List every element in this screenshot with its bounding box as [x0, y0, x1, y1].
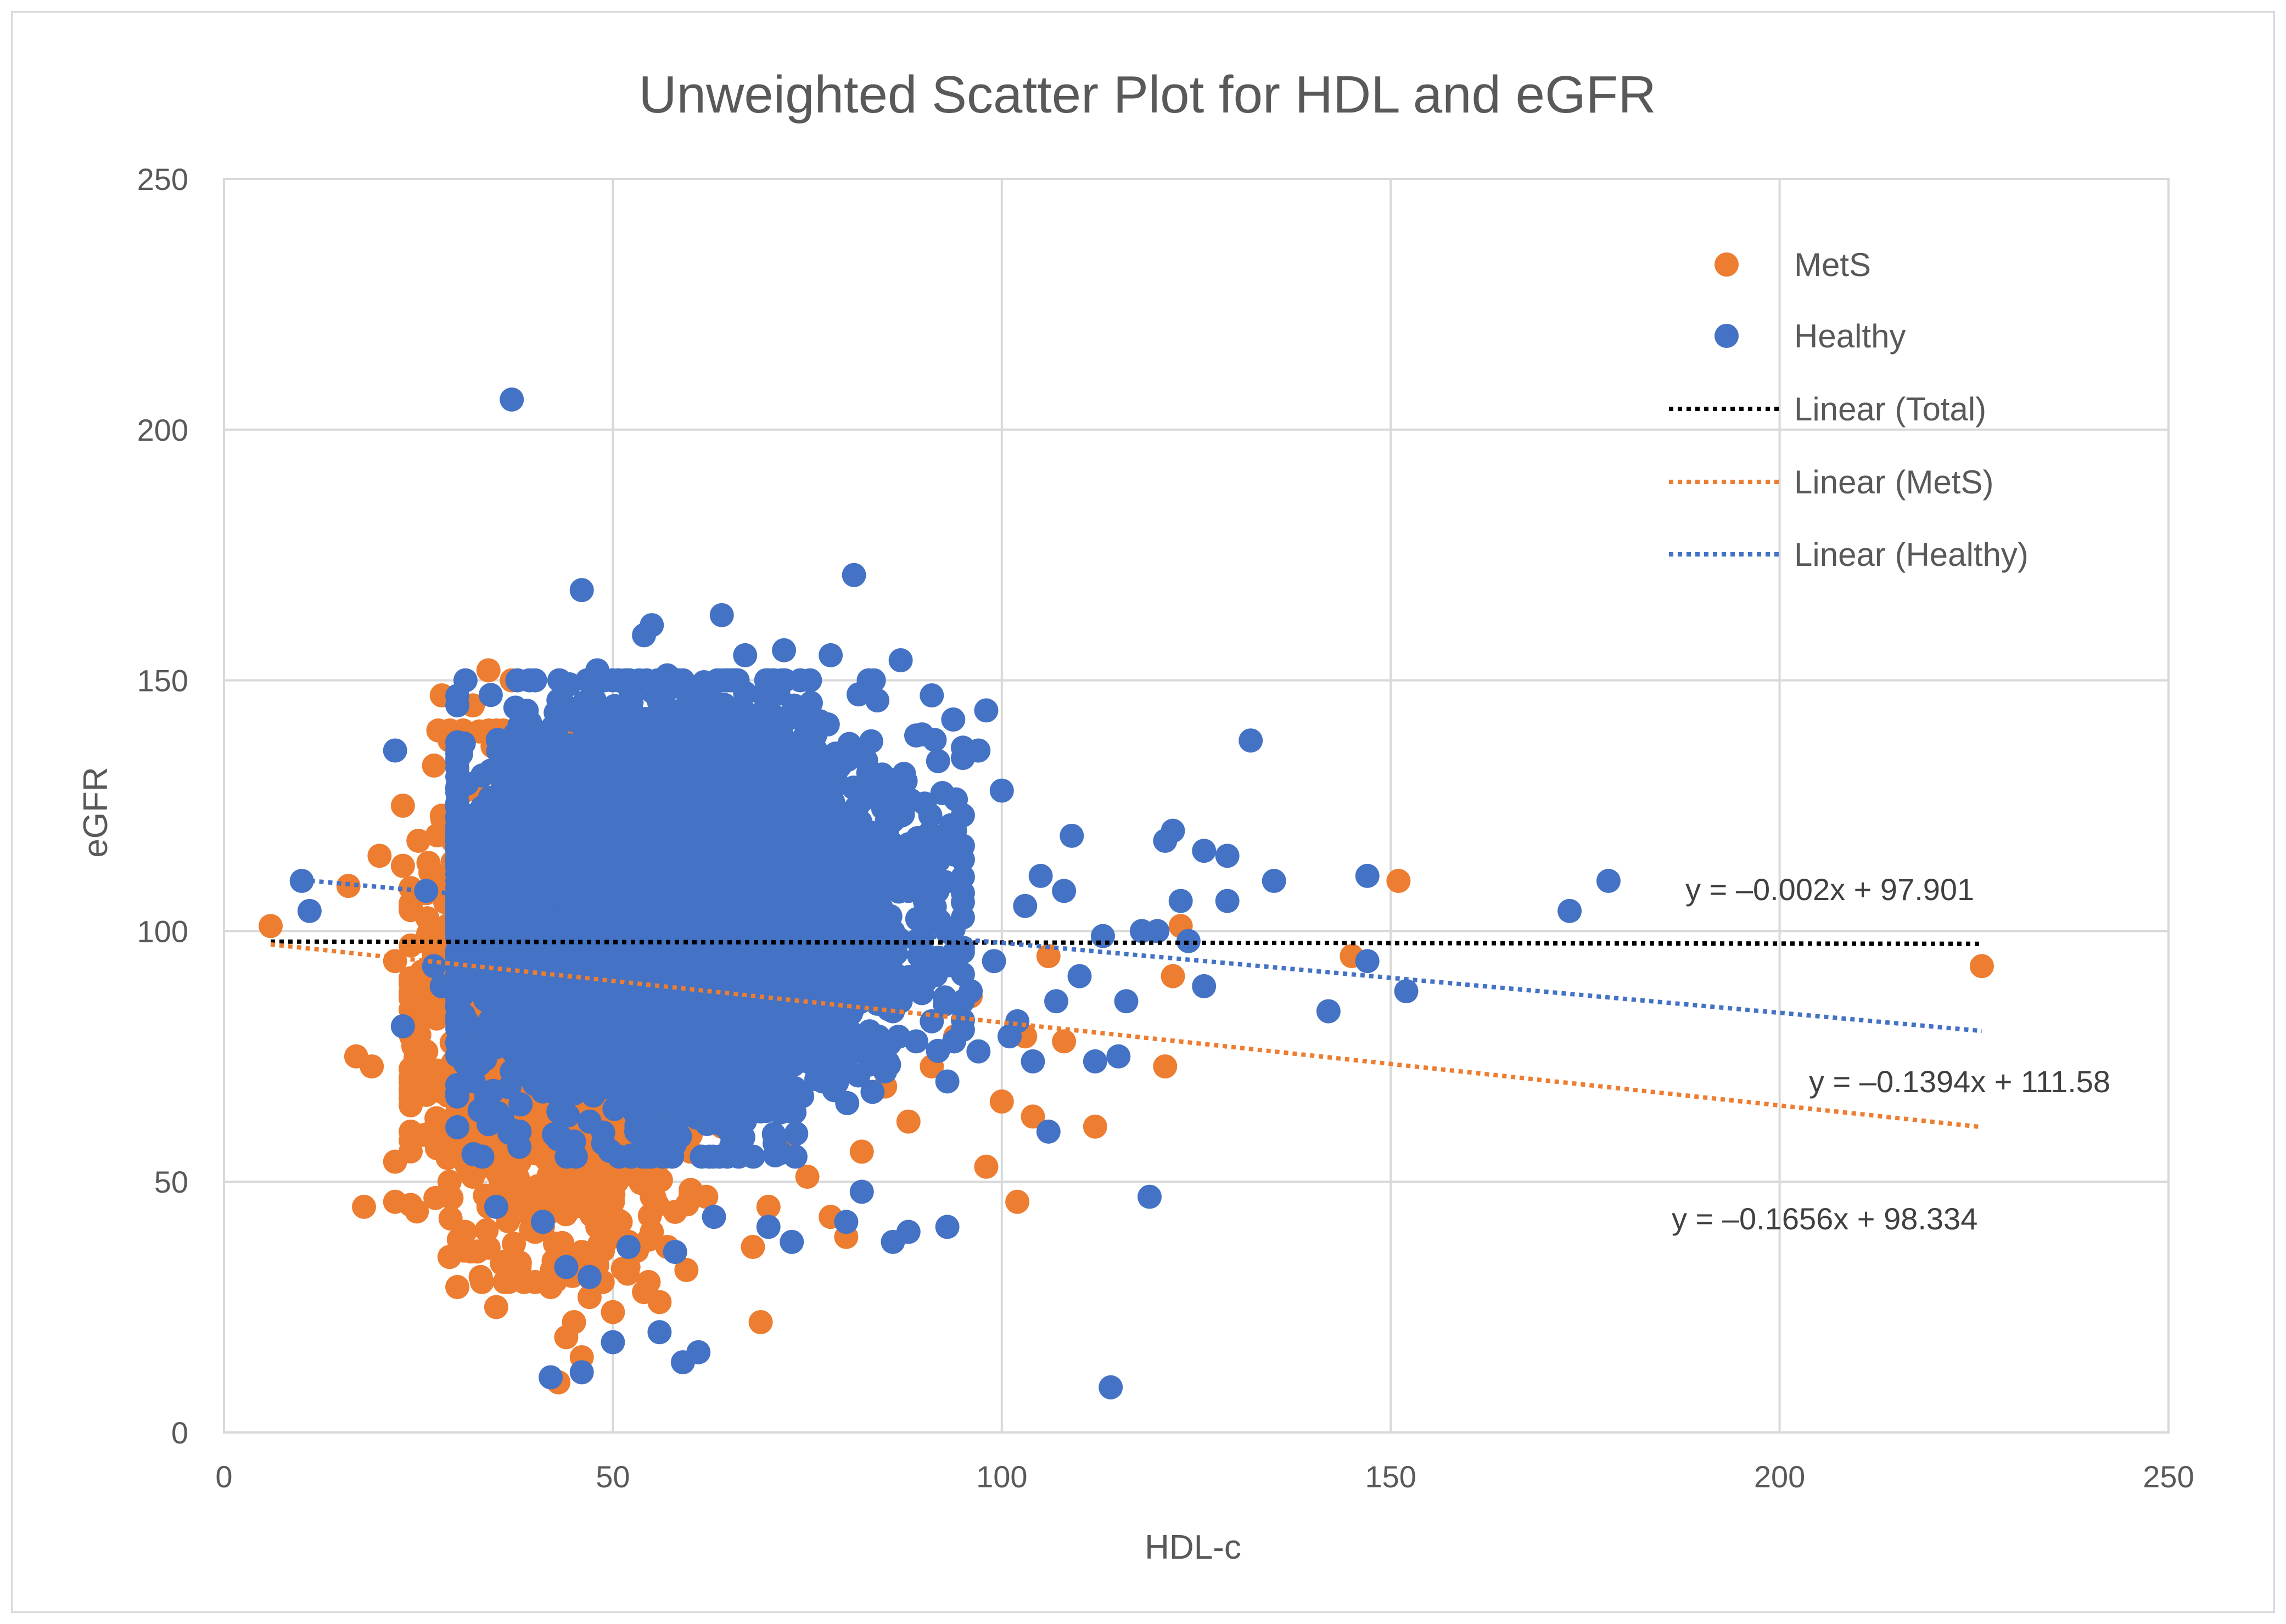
mets-point: [530, 1179, 555, 1204]
chart-title: Unweighted Scatter Plot for HDL and eGFR: [638, 65, 1656, 124]
mets-point: [383, 1189, 407, 1214]
mets-point: [974, 1154, 999, 1179]
mets-point: [390, 853, 415, 878]
mets-point: [585, 1215, 610, 1239]
tick-labels: 0 50 100 150 200 250 0 50 100 150 200 250: [137, 162, 2194, 1494]
y-tick-label: 0: [171, 1415, 188, 1450]
mets-point: [423, 1185, 448, 1210]
y-tick-label: 100: [137, 914, 188, 948]
mets-point: [360, 1054, 384, 1079]
mets-point: [663, 1200, 687, 1224]
mets-point: [694, 1184, 719, 1209]
mets-point: [795, 1165, 820, 1189]
healthy-point: [944, 787, 968, 812]
mets-point: [399, 894, 423, 918]
mets-point: [453, 1220, 478, 1244]
mets-point: [468, 1265, 493, 1289]
y-tick-label: 150: [137, 664, 188, 698]
healthy-point: [470, 1144, 495, 1169]
mets-point: [445, 1275, 470, 1300]
y-tick-label: 250: [137, 162, 188, 196]
mets-point: [367, 844, 392, 868]
mets-point: [476, 658, 501, 683]
mets-point: [748, 1310, 773, 1335]
mets-point: [259, 914, 283, 939]
healthy-point: [861, 668, 886, 693]
mets-point: [1386, 869, 1411, 894]
mets-point: [461, 1165, 485, 1189]
mets-point: [474, 1218, 499, 1243]
mets-point: [616, 1255, 641, 1279]
y-tick-label: 50: [154, 1165, 188, 1199]
mets-point: [1161, 964, 1185, 988]
mets-point: [1083, 1114, 1107, 1139]
mets-point: [1036, 944, 1061, 969]
x-tick-label: 200: [1754, 1459, 1805, 1494]
mets-point: [399, 1119, 423, 1144]
mets-point: [640, 1220, 664, 1244]
data-points: [259, 387, 1994, 1400]
mets-point: [437, 1245, 462, 1269]
x-tick-label: 150: [1365, 1459, 1416, 1494]
mets-point: [624, 1165, 648, 1189]
mets-point: [1005, 1189, 1030, 1214]
plot-area-border: [223, 178, 2170, 1434]
healthy-point: [941, 707, 966, 732]
mets-point: [608, 1210, 633, 1234]
x-tick-label: 100: [976, 1459, 1027, 1494]
mets-point: [1153, 1054, 1178, 1079]
mets-point: [352, 1194, 377, 1219]
mets-point: [422, 753, 446, 778]
x-tick-label: 0: [215, 1459, 232, 1494]
healthy-point: [478, 683, 503, 707]
x-tick-label: 50: [596, 1459, 630, 1494]
mets-point: [989, 1089, 1014, 1114]
mets-point: [647, 1290, 672, 1314]
mets-point: [741, 1234, 765, 1259]
mets-point: [399, 1057, 423, 1081]
healthy-point: [860, 1080, 885, 1104]
healthy-point: [591, 1131, 615, 1156]
mets-point: [601, 1189, 625, 1214]
healthy-point: [859, 729, 883, 754]
mets-point: [577, 1170, 602, 1194]
mets-point: [383, 949, 407, 974]
mets-point: [383, 1149, 407, 1174]
mets-point: [484, 1295, 508, 1319]
x-tick-label: 250: [2143, 1459, 2194, 1494]
mets-point: [539, 1275, 563, 1300]
healthy-point: [505, 668, 530, 693]
mets-point: [640, 1184, 664, 1209]
mets-point: [1021, 1104, 1045, 1129]
mets-point: [405, 1199, 429, 1224]
healthy-point: [926, 1038, 950, 1063]
mets-point: [414, 1039, 439, 1064]
mets-point: [1052, 1029, 1077, 1054]
mets-point: [424, 1114, 449, 1138]
mets-point: [437, 1170, 462, 1194]
mets-point: [390, 794, 415, 818]
healthy-point: [798, 668, 822, 693]
healthy-point: [926, 749, 950, 773]
mets-point: [674, 1258, 699, 1283]
mets-point: [756, 1194, 781, 1219]
mets-point: [1969, 954, 1994, 979]
mets-point: [569, 1240, 594, 1265]
healthy-point: [933, 992, 957, 1016]
mets-point: [849, 1139, 874, 1164]
mets-point: [601, 1300, 625, 1324]
mets-point: [492, 1175, 517, 1199]
mets-point: [406, 828, 431, 853]
mets-point: [507, 1255, 532, 1279]
mets-point: [562, 1310, 586, 1335]
y-tick-label: 200: [137, 413, 188, 447]
chart-frame: [11, 11, 2275, 1613]
mets-point: [896, 1109, 921, 1134]
